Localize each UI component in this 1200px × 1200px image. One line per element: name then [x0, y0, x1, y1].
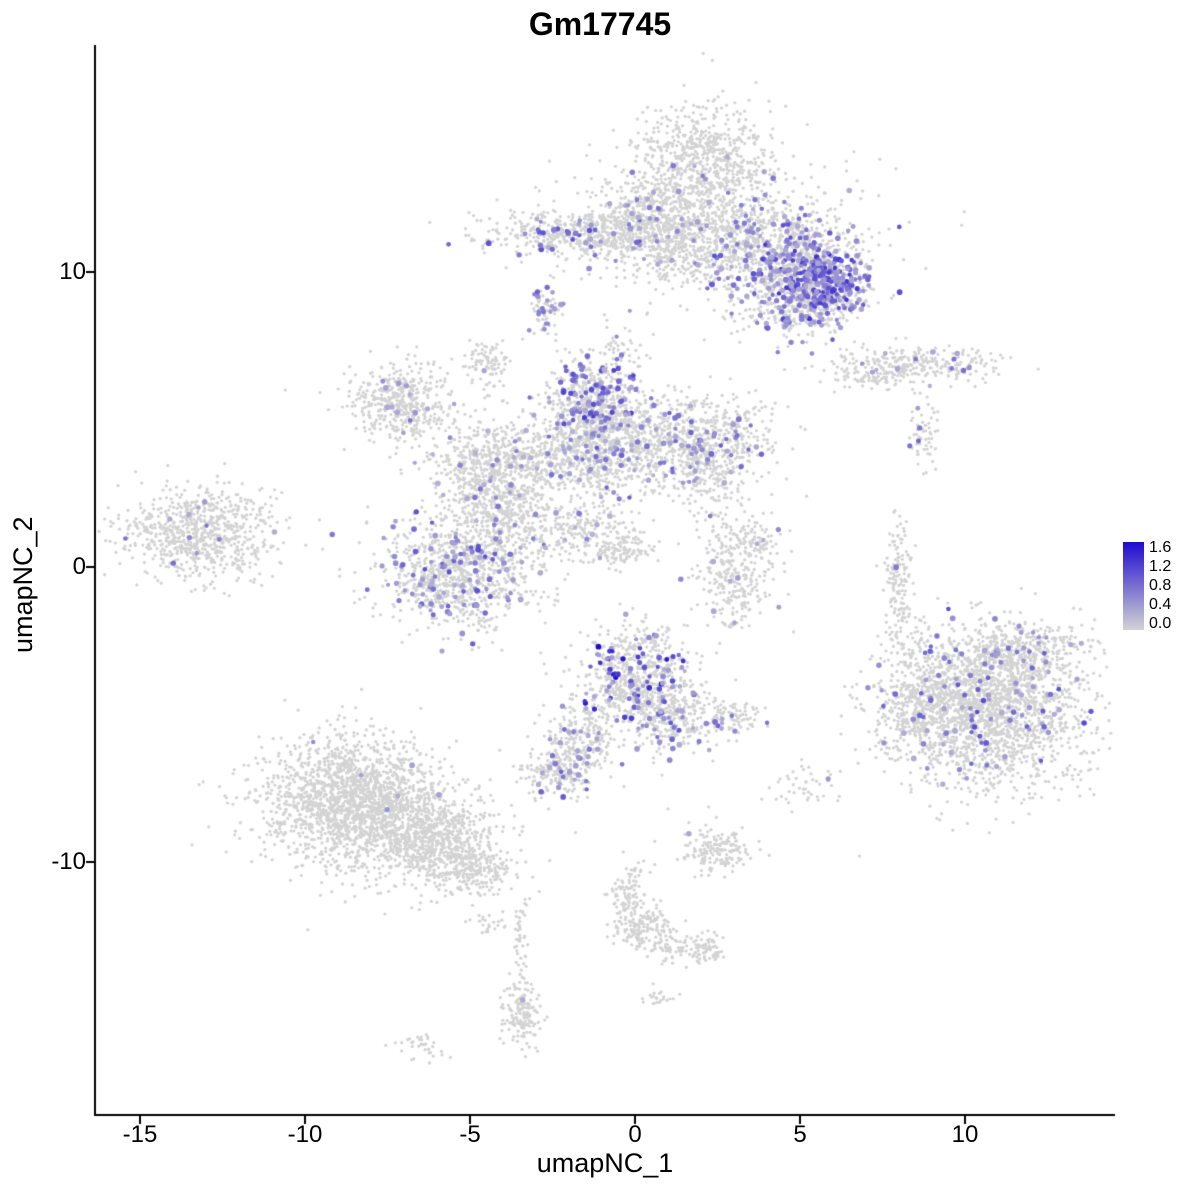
y-tick-label: -10 [51, 848, 86, 875]
x-tick-label: 0 [628, 1121, 642, 1148]
legend-labels: 1.6 1.2 0.8 0.4 0.0 [1149, 540, 1171, 632]
x-tick-label: -15 [122, 1121, 158, 1148]
legend-label: 0.4 [1149, 596, 1172, 613]
plot-title: Gm17745 [528, 6, 672, 42]
legend-gradient-bar [1123, 542, 1144, 630]
y-tick-label: 10 [59, 258, 86, 285]
x-tick-label: -5 [459, 1121, 481, 1148]
legend-label: 1.2 [1149, 558, 1172, 575]
x-tick-label: 10 [951, 1121, 979, 1148]
x-tick-label: -10 [287, 1121, 323, 1148]
legend-label: 0.0 [1149, 615, 1172, 632]
legend-label: 1.6 [1149, 539, 1172, 556]
x-axis-title: umapNC_1 [536, 1148, 674, 1178]
legend-label: 0.8 [1149, 577, 1172, 594]
y-tick-label: 0 [72, 553, 86, 580]
x-tick-label: 5 [793, 1121, 807, 1148]
y-axis-title: umapNC_2 [8, 516, 38, 654]
